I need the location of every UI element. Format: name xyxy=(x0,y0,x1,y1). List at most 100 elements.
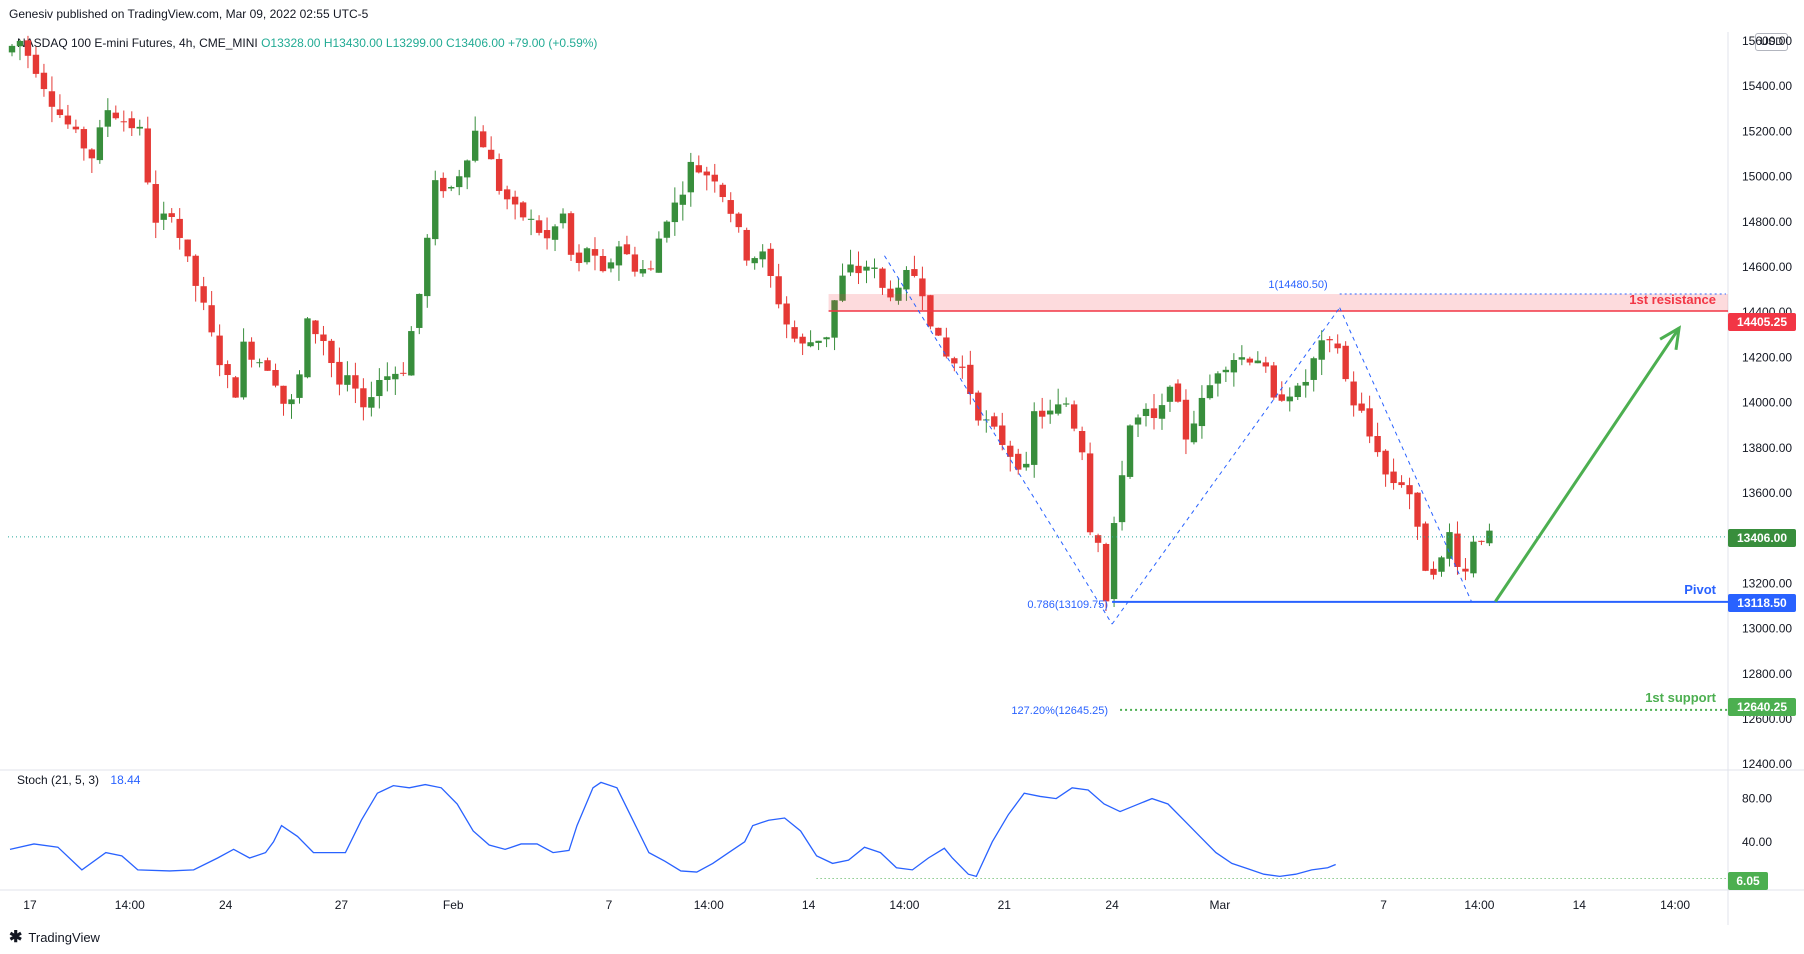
candle-body xyxy=(17,41,23,46)
candle-body xyxy=(1326,339,1332,340)
candle-body xyxy=(1031,411,1037,465)
candle xyxy=(1183,389,1189,454)
time-tick-label: Feb xyxy=(443,898,464,912)
candle-body xyxy=(208,305,214,332)
candle xyxy=(1143,403,1149,426)
candle xyxy=(1414,492,1420,540)
candle xyxy=(544,218,550,250)
stochastic-chart[interactable]: 80.00 40.00 xyxy=(0,771,1804,891)
time-axis[interactable]: 17 14:00 24 27 Feb 7 14:00 14 14:00 21 24 Mar 7 14:00… xyxy=(0,891,1804,925)
candle-body xyxy=(392,374,398,379)
candle xyxy=(959,355,965,378)
candle xyxy=(991,413,997,430)
candle-body xyxy=(9,46,15,53)
candle-body xyxy=(879,269,885,288)
candle xyxy=(464,159,470,189)
candle xyxy=(1398,475,1404,488)
candle xyxy=(616,241,622,281)
candle xyxy=(1231,353,1237,386)
time-tick-label: 14 xyxy=(802,898,816,912)
time-tick-label: 14:00 xyxy=(1660,898,1690,912)
candle xyxy=(1462,558,1468,580)
price-chart[interactable]: 15600.00 15400.00 15200.00 15000.00 14800.00… xyxy=(0,32,1804,771)
candle-body xyxy=(344,375,350,385)
candle xyxy=(472,116,478,162)
candle xyxy=(192,254,198,301)
candle-body xyxy=(256,362,262,363)
candle xyxy=(512,191,518,220)
candle xyxy=(576,244,582,271)
candle xyxy=(807,330,813,347)
candle xyxy=(1263,357,1269,373)
candle-body xyxy=(600,256,606,271)
time-tick-label: 14:00 xyxy=(1464,898,1494,912)
candle xyxy=(520,201,526,221)
candle xyxy=(1047,400,1053,424)
candle xyxy=(1255,351,1261,363)
candle-body xyxy=(105,110,111,126)
candle xyxy=(1470,536,1476,578)
candle xyxy=(320,326,326,355)
candle-body xyxy=(1414,493,1420,527)
candle xyxy=(328,339,334,377)
candle-body xyxy=(1374,436,1380,452)
candle-body xyxy=(161,214,167,220)
candle xyxy=(967,351,973,405)
candle xyxy=(200,277,206,310)
candle xyxy=(65,105,71,129)
candle xyxy=(376,368,382,408)
candle-body xyxy=(744,230,750,261)
candle xyxy=(392,367,398,395)
candle xyxy=(656,231,662,272)
candle-body xyxy=(408,331,414,375)
candle-body xyxy=(544,230,550,238)
candle-body xyxy=(1127,425,1133,476)
candle-body xyxy=(328,341,334,363)
publisher-info: Genesiv published on TradingView.com, Ma… xyxy=(9,7,368,21)
candle-body xyxy=(376,380,382,396)
last-price-tag: 13406.00 xyxy=(1728,529,1796,547)
candle-body xyxy=(240,342,246,398)
candle-body xyxy=(1095,535,1101,543)
candle-body xyxy=(384,376,390,380)
candle-body xyxy=(1295,386,1301,397)
candle-body xyxy=(49,91,55,107)
candle xyxy=(1247,357,1253,366)
candle xyxy=(1486,524,1492,546)
candle-body xyxy=(1119,475,1125,522)
candle-body xyxy=(368,397,374,408)
candle-body xyxy=(560,214,566,224)
candle-body xyxy=(783,304,789,325)
candle xyxy=(208,291,214,337)
candle-body xyxy=(696,165,702,172)
candle xyxy=(1358,393,1364,413)
candle xyxy=(504,186,510,210)
candle xyxy=(169,208,175,223)
candle xyxy=(1223,367,1229,382)
candle xyxy=(871,258,877,278)
candle-body xyxy=(129,118,135,128)
time-tick-label: 17 xyxy=(23,898,37,912)
candle-body xyxy=(25,40,31,55)
candle-body xyxy=(304,318,310,377)
candle xyxy=(528,209,534,235)
candle-body xyxy=(440,178,446,191)
candle-body xyxy=(1382,451,1388,475)
candle xyxy=(592,237,598,270)
resistance-label: 1st resistance xyxy=(1629,292,1716,307)
candle-body xyxy=(1470,542,1476,574)
candle-body xyxy=(1390,472,1396,483)
candle-body xyxy=(1199,398,1205,426)
stoch-tick-label: 80.00 xyxy=(1742,792,1772,806)
candle xyxy=(688,153,694,207)
tradingview-brand[interactable]: ✱ TradingView xyxy=(9,927,100,947)
support-label: 1st support xyxy=(1645,690,1716,705)
candle-body xyxy=(935,328,941,336)
candle-body xyxy=(1486,531,1492,544)
candle xyxy=(536,215,542,235)
candle-body xyxy=(464,160,470,177)
candle xyxy=(1079,427,1085,460)
candle xyxy=(49,76,55,122)
candle xyxy=(1151,394,1157,429)
candle xyxy=(1167,385,1173,412)
